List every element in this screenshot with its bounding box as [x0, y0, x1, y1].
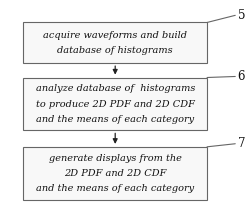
Text: and the means of each category: and the means of each category [36, 184, 194, 193]
Text: 7: 7 [238, 137, 245, 150]
Text: database of histograms: database of histograms [58, 46, 173, 55]
Bar [23, 22, 207, 63]
Bar [23, 78, 207, 130]
Text: analyze database of  histograms: analyze database of histograms [36, 84, 195, 93]
Text: generate displays from the: generate displays from the [49, 154, 182, 162]
Text: to produce 2D PDF and 2D CDF: to produce 2D PDF and 2D CDF [36, 99, 195, 109]
Text: 5: 5 [238, 9, 245, 22]
Bar [23, 147, 207, 200]
Text: acquire waveforms and build: acquire waveforms and build [43, 31, 187, 40]
Text: and the means of each category: and the means of each category [36, 115, 194, 124]
Text: 6: 6 [238, 70, 245, 83]
Text: 2D PDF and 2D CDF: 2D PDF and 2D CDF [64, 169, 166, 178]
